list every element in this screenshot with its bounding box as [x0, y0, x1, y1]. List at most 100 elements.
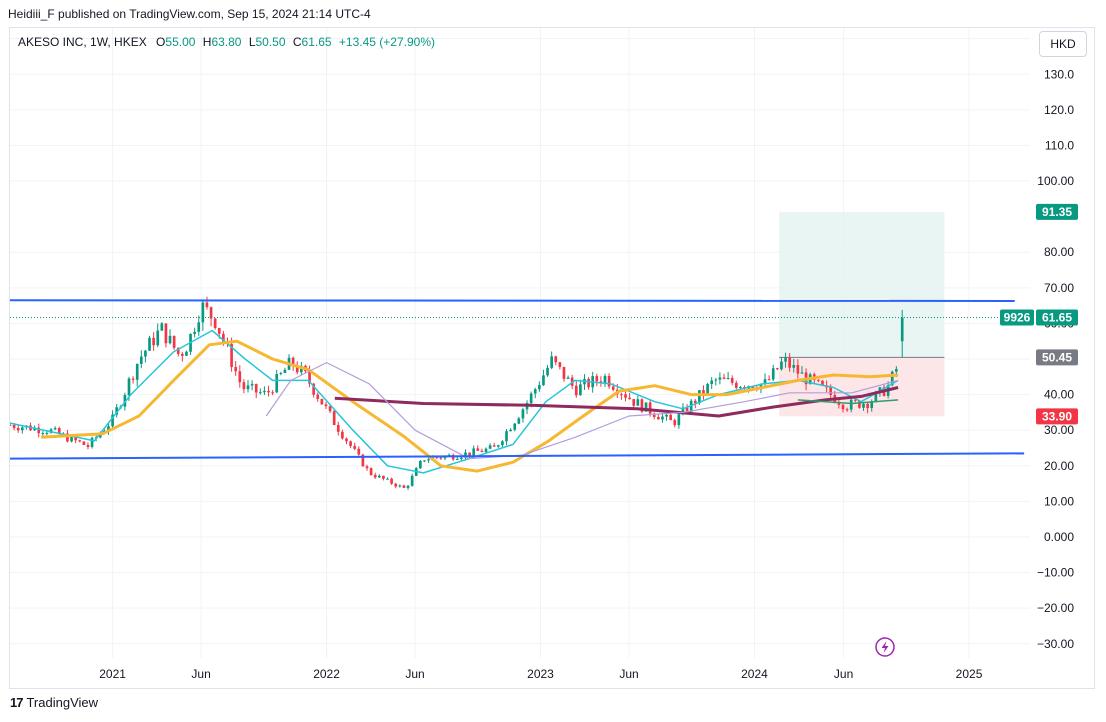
candle: [776, 368, 779, 370]
candle: [86, 444, 90, 447]
candle: [817, 379, 820, 381]
candle: [201, 302, 205, 323]
candle: [509, 429, 512, 432]
candle: [562, 366, 566, 379]
candle: [144, 350, 147, 357]
candle: [148, 337, 151, 351]
candle: [258, 392, 262, 394]
candle: [718, 377, 722, 380]
candle: [10, 424, 12, 426]
footer-brand: TradingView: [26, 695, 99, 710]
candle: [644, 402, 648, 412]
candle: [607, 376, 611, 387]
legend-high-label: H: [202, 35, 212, 49]
currency-button[interactable]: HKD: [1039, 31, 1087, 57]
x-tick-label: 2021: [99, 667, 126, 681]
candle: [242, 382, 246, 390]
candle: [115, 407, 119, 415]
candle: [74, 436, 77, 441]
candle: [382, 475, 385, 479]
candle: [172, 335, 176, 348]
x-tick-label: 2024: [741, 667, 768, 681]
lightning-icon[interactable]: [875, 637, 895, 657]
candle: [341, 431, 344, 439]
x-tick-label: 2022: [313, 667, 340, 681]
candle: [127, 378, 131, 396]
candle: [111, 414, 114, 427]
y-tick-label: −10.00: [1037, 566, 1074, 580]
candle: [501, 441, 504, 446]
ma-mid-line: [41, 339, 899, 473]
tradingview-logo-icon: 17: [10, 695, 24, 710]
candle: [780, 361, 783, 370]
candle: [78, 440, 82, 442]
candle: [673, 420, 677, 426]
candle: [123, 395, 127, 407]
candle: [858, 400, 861, 408]
candle: [176, 347, 180, 354]
candle: [455, 458, 459, 460]
candle: [505, 431, 508, 442]
candle: [542, 375, 545, 386]
candle: [238, 371, 242, 383]
candle: [529, 393, 533, 404]
candle: [185, 351, 188, 356]
candle: [234, 367, 238, 372]
candle: [386, 478, 389, 480]
candle: [250, 383, 254, 386]
candle: [751, 386, 755, 389]
candle: [890, 371, 894, 386]
candle: [279, 372, 283, 374]
candle: [800, 372, 804, 374]
candles: [10, 296, 904, 490]
chart-pane[interactable]: [9, 27, 1095, 689]
candle: [369, 468, 373, 475]
candle: [726, 377, 730, 379]
candle: [275, 373, 279, 393]
candle: [12, 424, 16, 428]
candle: [427, 459, 430, 461]
candle: [681, 407, 685, 415]
candle: [439, 457, 443, 459]
target-zone: [779, 211, 945, 358]
candle: [788, 357, 791, 368]
candle: [870, 401, 874, 409]
candle: [853, 399, 857, 401]
legend-close-label: C: [292, 35, 302, 49]
candle: [41, 433, 45, 435]
candle: [579, 384, 582, 396]
candle: [624, 394, 627, 398]
candle: [476, 448, 480, 451]
support-trendline: [10, 452, 1025, 460]
x-tick-label: Jun: [405, 667, 424, 681]
candle: [841, 404, 845, 410]
candle: [197, 322, 201, 332]
y-tick-label: 110.0: [1045, 138, 1074, 152]
candle: [628, 397, 631, 400]
candle: [546, 367, 549, 376]
candle: [866, 403, 869, 409]
candle: [423, 460, 426, 462]
candle: [377, 475, 381, 478]
candle: [652, 413, 656, 417]
candle: [574, 385, 578, 396]
candle: [595, 376, 599, 382]
candle: [460, 457, 463, 459]
y-tick-label: 130.0: [1044, 67, 1074, 81]
candle: [53, 428, 57, 430]
long-position-zones: [779, 211, 945, 417]
candle: [90, 437, 94, 447]
legend-change: +13.45 (+27.90%): [338, 35, 435, 49]
legend-close: 61.65: [301, 35, 332, 49]
stop-zone: [779, 357, 945, 417]
candle: [361, 454, 365, 467]
candle: [661, 416, 664, 420]
candle: [254, 383, 258, 393]
candle: [710, 380, 714, 384]
y-tick-label: 120.0: [1044, 103, 1074, 117]
candle: [308, 371, 311, 384]
candle: [599, 381, 603, 384]
candle: [706, 383, 709, 395]
candle: [267, 390, 270, 393]
